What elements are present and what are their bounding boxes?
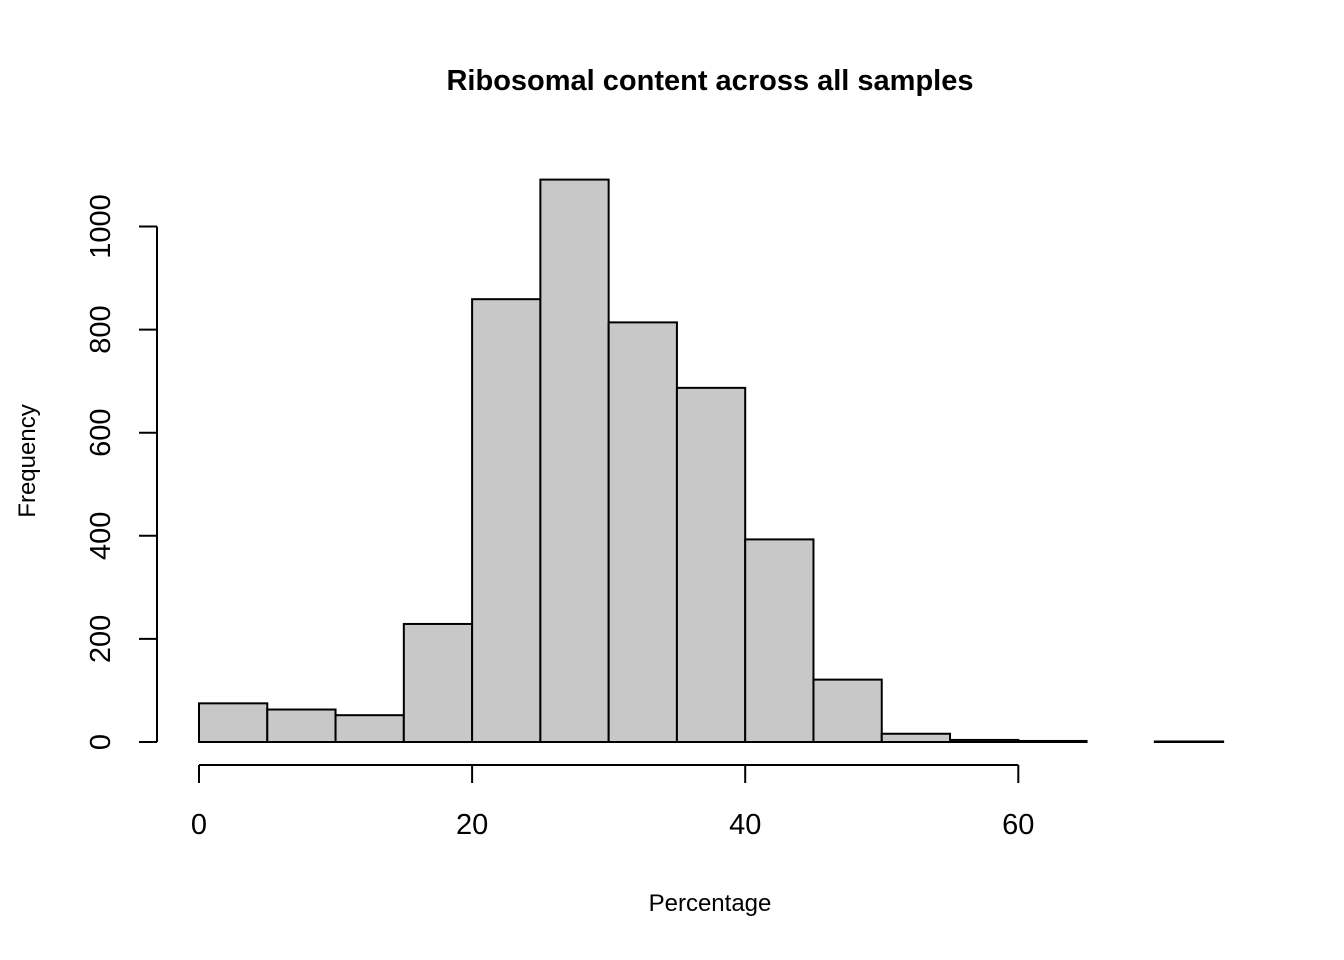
y-tick-label: 400 (85, 512, 117, 560)
histogram-bar (1153, 740, 1225, 743)
x-tick-label: 60 (1002, 809, 1034, 841)
y-axis-label: Frequency (14, 404, 41, 517)
y-tick-label: 600 (85, 409, 117, 457)
histogram-bars (198, 178, 1225, 744)
histogram-bar (949, 738, 1020, 743)
histogram-bar (675, 386, 747, 743)
y-tick-label: 200 (85, 615, 117, 663)
histogram-bar (744, 538, 815, 744)
chart-title: Ribosomal content across all samples (446, 65, 973, 97)
histogram-bar (471, 298, 542, 743)
x-tick-label: 20 (456, 809, 488, 841)
y-axis: 0 200 400 600 800 1000 (85, 194, 158, 750)
x-tick-label: 0 (191, 809, 207, 841)
histogram-bar (402, 622, 474, 743)
x-axis: 0 20 40 60 (191, 764, 1034, 841)
histogram-bar (1017, 739, 1088, 743)
histogram-bar (607, 321, 678, 743)
histogram-bar (812, 678, 883, 744)
y-tick-label: 1000 (85, 194, 117, 259)
x-tick-label: 40 (729, 809, 761, 841)
histogram-bar (198, 702, 269, 744)
histogram-bar (334, 714, 405, 743)
histogram-bar (266, 708, 337, 743)
histogram-bar (880, 732, 952, 744)
x-axis-label: Percentage (649, 890, 772, 917)
y-tick-label: 0 (85, 734, 117, 750)
histogram-bar (539, 178, 610, 744)
y-tick-label: 800 (85, 305, 117, 353)
